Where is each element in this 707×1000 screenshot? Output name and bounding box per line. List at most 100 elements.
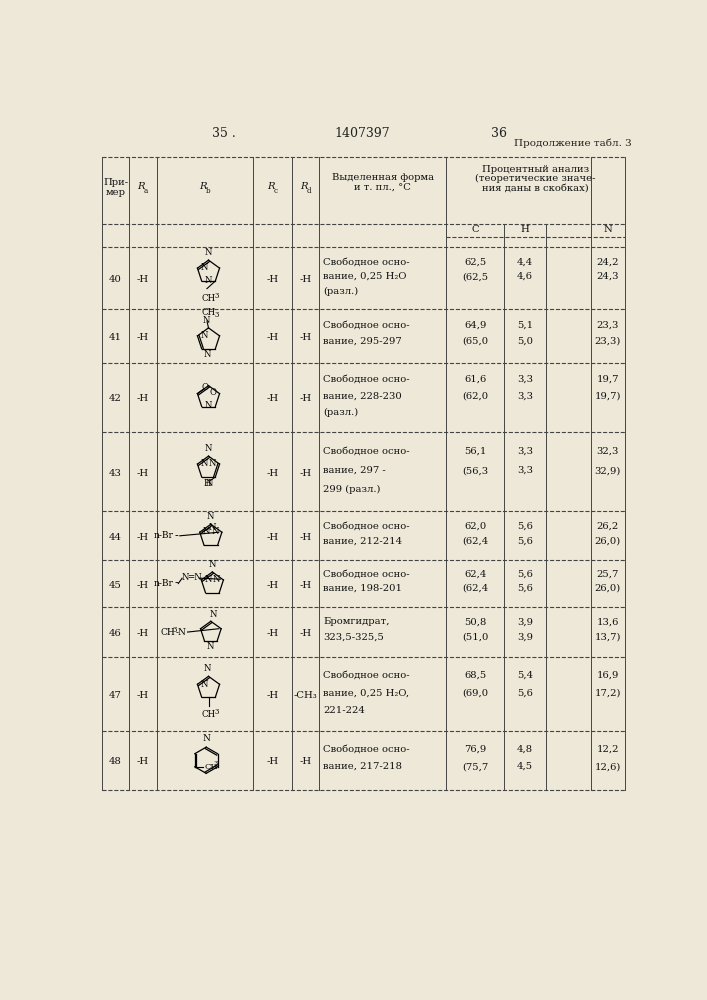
Text: 12,2: 12,2 xyxy=(597,744,619,753)
Text: -H: -H xyxy=(300,333,312,342)
Text: CH: CH xyxy=(201,710,216,719)
Text: 3: 3 xyxy=(215,292,219,300)
Text: 61,6: 61,6 xyxy=(464,375,486,384)
Text: 42: 42 xyxy=(109,394,122,403)
Text: Свободное осно-: Свободное осно- xyxy=(323,671,410,680)
Text: 45: 45 xyxy=(109,581,122,590)
Text: 41: 41 xyxy=(109,333,122,342)
Text: R: R xyxy=(267,182,274,191)
Text: N: N xyxy=(182,573,189,582)
Text: 26,2: 26,2 xyxy=(597,521,619,530)
Text: При-: При- xyxy=(103,178,128,187)
Text: -H: -H xyxy=(136,581,148,590)
Text: Свободное осно-: Свободное осно- xyxy=(323,447,410,456)
Text: 13,6: 13,6 xyxy=(597,617,619,626)
Text: 62,5: 62,5 xyxy=(464,257,486,266)
Text: N: N xyxy=(209,459,216,468)
Text: -H: -H xyxy=(136,469,148,478)
Text: 1407397: 1407397 xyxy=(335,127,390,140)
Text: =N: =N xyxy=(187,573,202,582)
Text: 40: 40 xyxy=(109,275,122,284)
Text: 56,1: 56,1 xyxy=(464,447,486,456)
Text: 4,5: 4,5 xyxy=(517,762,533,771)
Text: -H: -H xyxy=(136,533,148,542)
Text: Бромгидрат,: Бромгидрат, xyxy=(323,617,390,626)
Text: N: N xyxy=(207,512,215,521)
Text: -H: -H xyxy=(136,275,148,284)
Text: N: N xyxy=(203,664,211,673)
Text: 5,4: 5,4 xyxy=(517,671,533,680)
Text: 62,4: 62,4 xyxy=(464,570,486,579)
Text: -H: -H xyxy=(267,629,279,638)
Text: H: H xyxy=(521,225,530,234)
Text: (разл.): (разл.) xyxy=(323,408,358,417)
Text: -H: -H xyxy=(267,757,279,766)
Text: c: c xyxy=(274,187,278,195)
Text: -H: -H xyxy=(267,691,279,700)
Text: H: H xyxy=(204,479,211,488)
Text: 3: 3 xyxy=(173,626,177,634)
Text: -H: -H xyxy=(300,581,312,590)
Text: (62,4: (62,4 xyxy=(462,583,489,592)
Text: 323,5-325,5: 323,5-325,5 xyxy=(323,633,384,642)
Text: -H: -H xyxy=(136,333,148,342)
Text: Свободное осно-: Свободное осно- xyxy=(323,521,410,530)
Text: 32,9): 32,9) xyxy=(595,466,621,475)
Text: ния даны в скобках): ния даны в скобках) xyxy=(482,183,589,192)
Text: 25,7: 25,7 xyxy=(597,570,619,579)
Text: 46: 46 xyxy=(109,629,122,638)
Text: 5,0: 5,0 xyxy=(517,337,533,346)
Text: Процентный анализ: Процентный анализ xyxy=(482,165,589,174)
Text: CH: CH xyxy=(201,308,216,317)
Text: 24,2: 24,2 xyxy=(597,257,619,266)
Text: -H: -H xyxy=(267,469,279,478)
Text: N: N xyxy=(202,734,210,743)
Text: N: N xyxy=(211,527,218,536)
Text: -H: -H xyxy=(267,533,279,542)
Text: CH: CH xyxy=(201,294,216,303)
Text: (69,0: (69,0 xyxy=(462,688,488,697)
Text: CH: CH xyxy=(160,628,175,637)
Text: 3: 3 xyxy=(214,760,218,768)
Text: Свободное осно-: Свободное осно- xyxy=(323,744,410,753)
Text: (65,0: (65,0 xyxy=(462,337,488,346)
Text: 32,3: 32,3 xyxy=(597,447,619,456)
Text: 68,5: 68,5 xyxy=(464,671,486,680)
Text: вание, 198-201: вание, 198-201 xyxy=(323,583,402,592)
Text: 19,7: 19,7 xyxy=(597,375,619,384)
Text: d: d xyxy=(307,187,311,195)
Text: N: N xyxy=(201,459,208,468)
Text: 3,3: 3,3 xyxy=(517,466,533,475)
Text: -H: -H xyxy=(136,691,148,700)
Text: (62,0: (62,0 xyxy=(462,392,488,401)
Text: 4,4: 4,4 xyxy=(517,257,533,266)
Text: 3: 3 xyxy=(215,708,219,716)
Text: 3,9: 3,9 xyxy=(517,633,533,642)
Text: 3,3: 3,3 xyxy=(517,447,533,456)
Text: R: R xyxy=(300,182,308,191)
Text: 76,9: 76,9 xyxy=(464,744,486,753)
Text: 5,6: 5,6 xyxy=(517,583,533,592)
Text: -: - xyxy=(174,531,178,541)
Text: 26,0): 26,0) xyxy=(595,583,621,592)
Text: 43: 43 xyxy=(109,469,122,478)
Text: 16,9: 16,9 xyxy=(597,671,619,680)
Text: -H: -H xyxy=(136,394,148,403)
Text: -N: -N xyxy=(176,628,187,637)
Text: вание, 212-214: вание, 212-214 xyxy=(323,536,402,545)
Text: N: N xyxy=(205,276,212,285)
Text: 19,7): 19,7) xyxy=(595,392,621,401)
Text: -H: -H xyxy=(300,469,312,478)
Text: N: N xyxy=(205,401,212,410)
Text: (56,3: (56,3 xyxy=(462,466,488,475)
Text: 4,6: 4,6 xyxy=(517,272,533,281)
Text: (75,7: (75,7 xyxy=(462,762,489,771)
Text: 24,3: 24,3 xyxy=(597,272,619,281)
Text: N: N xyxy=(201,680,208,689)
Text: -H: -H xyxy=(136,757,148,766)
Text: -H: -H xyxy=(300,629,312,638)
Text: n-Br: n-Br xyxy=(153,531,173,540)
Text: мер: мер xyxy=(105,188,126,197)
Text: 5,6: 5,6 xyxy=(517,570,533,579)
Text: -H: -H xyxy=(267,581,279,590)
